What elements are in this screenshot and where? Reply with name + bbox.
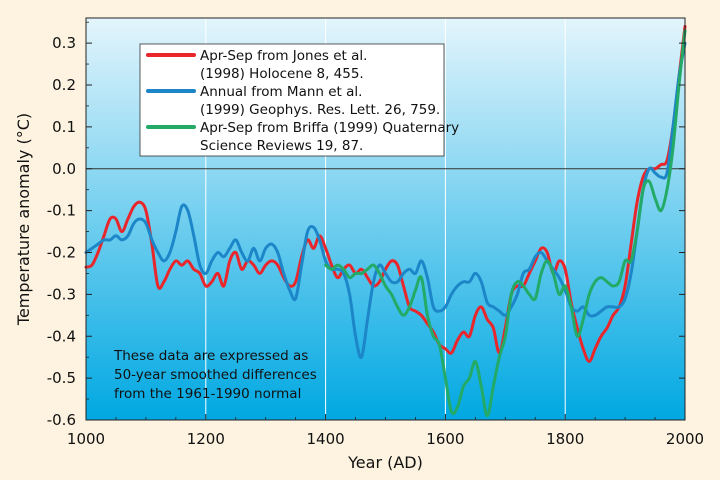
- x-tick-label: 1000: [67, 430, 105, 448]
- legend-label-mann-line2: (1999) Geophys. Res. Lett. 26, 759.: [200, 102, 440, 118]
- legend-label-jones-line1: Apr-Sep from Jones et al.: [200, 48, 367, 64]
- y-tick-label: -0.5: [47, 369, 76, 387]
- axis-ticks: 0.3 0.2 0.1 0.0 -0.1 -0.2 -0.3 -0.4 -0.5 -0.61000…: [47, 21, 704, 448]
- annotation-line-2: 50-year smoothed differences: [114, 367, 317, 383]
- annotation-line-1: These data are expressed as: [113, 348, 308, 364]
- legend-box: [139, 43, 445, 157]
- x-tick-label: 1600: [426, 430, 464, 448]
- x-tick-label: 1200: [187, 430, 225, 448]
- legend-label-briffa-line1: Apr-Sep from Briffa (1999) Quaternary: [200, 120, 459, 136]
- y-tick-label: 0.2: [52, 76, 76, 94]
- y-tick-label: -0.6: [47, 411, 76, 429]
- y-axis-title: Temperature anomaly (°C): [14, 113, 33, 326]
- x-tick-label: 1400: [307, 430, 345, 448]
- x-axis-title: Year (AD): [347, 453, 423, 472]
- y-tick-label: -0.2: [47, 244, 76, 262]
- y-tick-label: -0.3: [47, 285, 76, 303]
- annotation-line-3: from the 1961-1990 normal: [114, 386, 301, 402]
- legend-label-briffa-line2: Science Reviews 19, 87.: [200, 138, 363, 154]
- y-tick-label: -0.4: [47, 327, 76, 345]
- x-tick-label: 2000: [666, 430, 704, 448]
- y-tick-label: 0.3: [52, 34, 76, 52]
- y-tick-label: -0.1: [47, 202, 76, 220]
- data-series: [84, 24, 687, 418]
- y-tick-label: 0.1: [52, 118, 76, 136]
- chart-annotation: These data are expressed as 50-year smoo…: [113, 348, 317, 402]
- legend: Apr-Sep from Jones et al. (1998) Holocen…: [139, 43, 459, 157]
- series-line-jones: [84, 24, 687, 363]
- y-tick-label: 0.0: [52, 160, 76, 178]
- legend-label-mann-line1: Annual from Mann et al.: [200, 84, 362, 100]
- x-tick-label: 1800: [546, 430, 584, 448]
- legend-label-jones-line2: (1998) Holocene 8, 455.: [200, 66, 364, 82]
- series-line-briffa: [324, 29, 687, 418]
